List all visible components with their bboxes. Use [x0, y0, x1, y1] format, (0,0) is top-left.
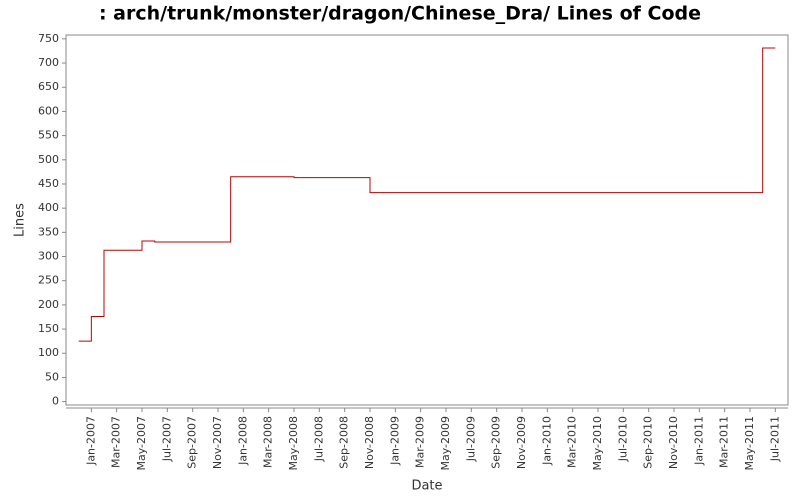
y-tick-label: 550: [38, 129, 59, 142]
x-tick-label: Mar-2010: [566, 416, 579, 468]
y-tick-label: 300: [38, 250, 59, 263]
y-tick-label: 100: [38, 346, 59, 359]
y-tick-label: 0: [52, 395, 59, 408]
x-tick-label: Nov-2010: [667, 416, 680, 469]
x-tick-label: Jan-2010: [540, 416, 553, 466]
x-tick-label: May-2011: [743, 416, 756, 471]
y-tick-label: 200: [38, 298, 59, 311]
x-tick-label: Jan-2011: [692, 416, 705, 466]
x-tick-label: Mar-2011: [718, 416, 731, 468]
y-tick-label: 350: [38, 225, 59, 238]
x-tick-label: May-2008: [287, 416, 300, 471]
y-axis-label: Lines: [13, 203, 28, 237]
x-tick-label: Jul-2007: [160, 416, 173, 462]
x-tick-label: Jul-2010: [616, 416, 629, 462]
y-tick-label: 150: [38, 322, 59, 335]
x-tick-label: May-2007: [135, 416, 148, 471]
x-tick-label: Sep-2008: [338, 416, 351, 469]
x-tick-label: Mar-2008: [262, 416, 275, 468]
x-tick-label: Sep-2009: [490, 416, 503, 469]
line: [78, 47, 776, 342]
x-tick-label: Nov-2008: [363, 416, 376, 469]
x-tick-label: Nov-2009: [515, 416, 528, 469]
x-tick-label: May-2009: [439, 416, 452, 471]
x-tick-label: Mar-2009: [414, 416, 427, 468]
x-tick-label: Jan-2008: [236, 416, 249, 466]
x-tick-label: Jul-2009: [464, 416, 477, 462]
y-tick-label: 400: [38, 201, 59, 214]
x-tick-label: Jan-2009: [388, 416, 401, 466]
x-tick-label: May-2010: [591, 416, 604, 471]
chart-title: : arch/trunk/monster/dragon/Chinese_Dra/…: [99, 3, 701, 25]
y-tick-label: 600: [38, 104, 59, 117]
y-tick-label: 450: [38, 177, 59, 190]
y-tick-label: 500: [38, 153, 59, 166]
y-tick-label: 650: [38, 80, 59, 93]
x-tick-label: Jan-2007: [84, 416, 97, 466]
x-tick-label: Sep-2010: [642, 416, 655, 469]
y-tick-label: 750: [38, 32, 59, 45]
x-tick-label: Sep-2007: [186, 416, 199, 469]
y-tick-label: 700: [38, 56, 59, 69]
plot-area: [65, 34, 789, 406]
y-tick-label: 50: [45, 370, 59, 383]
x-tick-label: Jul-2011: [768, 416, 781, 462]
x-tick-label: Jul-2008: [312, 416, 325, 462]
x-tick-label: Mar-2007: [110, 416, 123, 468]
y-tick-label: 250: [38, 274, 59, 287]
x-tick-label: Nov-2007: [211, 416, 224, 469]
x-axis-label: Date: [411, 479, 442, 494]
